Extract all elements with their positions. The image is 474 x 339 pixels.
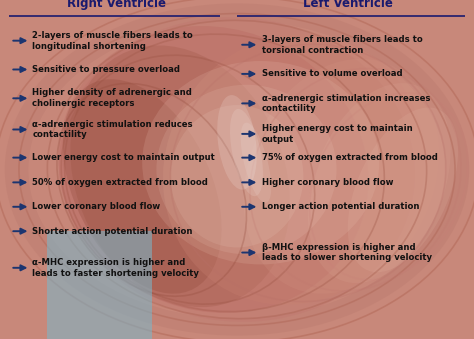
Ellipse shape — [308, 83, 450, 283]
Ellipse shape — [348, 107, 458, 272]
Text: 2-layers of muscle fibers leads to
longitudinal shortening: 2-layers of muscle fibers leads to longi… — [32, 31, 193, 51]
Text: Higher density of adrenergic and
cholinergic receptors: Higher density of adrenergic and choline… — [32, 88, 192, 108]
Text: 50% of oxygen extracted from blood: 50% of oxygen extracted from blood — [32, 178, 208, 187]
Polygon shape — [47, 231, 152, 339]
Ellipse shape — [58, 26, 368, 313]
Ellipse shape — [59, 17, 415, 322]
Text: Lower coronary blood flow: Lower coronary blood flow — [32, 202, 161, 211]
Text: Higher energy cost to maintain
output: Higher energy cost to maintain output — [262, 124, 412, 144]
Text: 75% of oxygen extracted from blood: 75% of oxygen extracted from blood — [262, 153, 438, 162]
Ellipse shape — [63, 79, 222, 294]
Text: α-adrenergic stimulation increases
contactility: α-adrenergic stimulation increases conta… — [262, 94, 430, 113]
Text: β-MHC expression is higher and
leads to slower shortening velocity: β-MHC expression is higher and leads to … — [262, 243, 432, 262]
Text: Sensitive to pressure overload: Sensitive to pressure overload — [32, 65, 180, 74]
Text: α-adrenergic stimulation reduces
contactility: α-adrenergic stimulation reduces contact… — [32, 120, 193, 139]
Ellipse shape — [70, 45, 290, 307]
Ellipse shape — [5, 3, 469, 336]
Ellipse shape — [142, 61, 379, 264]
Text: Lower energy cost to maintain output: Lower energy cost to maintain output — [32, 153, 215, 162]
Ellipse shape — [217, 95, 257, 190]
Text: 3-layers of muscle fibers leads to
torsional contraction: 3-layers of muscle fibers leads to torsi… — [262, 35, 422, 55]
Ellipse shape — [244, 59, 439, 294]
Ellipse shape — [241, 123, 271, 203]
Text: α-MHC expression is higher and
leads to faster shortening velocity: α-MHC expression is higher and leads to … — [32, 258, 199, 278]
Text: Left Ventricle: Left Ventricle — [303, 0, 393, 10]
Text: Sensitive to volume overload: Sensitive to volume overload — [262, 69, 402, 78]
Text: Shorter action potential duration: Shorter action potential duration — [32, 227, 193, 236]
Ellipse shape — [163, 34, 425, 305]
Ellipse shape — [28, 20, 446, 319]
Ellipse shape — [230, 109, 263, 196]
Ellipse shape — [171, 105, 303, 247]
Text: Right Ventricle: Right Ventricle — [67, 0, 165, 10]
Ellipse shape — [156, 85, 337, 254]
Text: Longer action potential duration: Longer action potential duration — [262, 202, 419, 211]
Text: Higher coronary blood flow: Higher coronary blood flow — [262, 178, 393, 187]
